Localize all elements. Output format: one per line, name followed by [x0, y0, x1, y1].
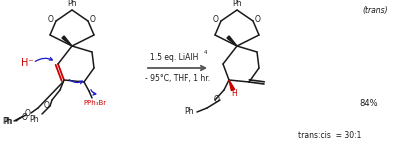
- Text: Ph: Ph: [232, 0, 242, 9]
- Text: O: O: [255, 15, 261, 24]
- Text: O: O: [90, 15, 96, 24]
- Text: Ph: Ph: [29, 115, 39, 124]
- Polygon shape: [229, 80, 235, 91]
- Text: O: O: [25, 109, 31, 118]
- Text: (trans): (trans): [362, 6, 388, 15]
- Polygon shape: [62, 36, 72, 46]
- Text: trans:cis  = 30:1: trans:cis = 30:1: [298, 131, 362, 140]
- Text: O: O: [22, 112, 28, 122]
- Text: - 95°C, THF, 1 hr.: - 95°C, THF, 1 hr.: [145, 73, 210, 82]
- Text: 1.5 eq. LiAlH: 1.5 eq. LiAlH: [150, 54, 199, 63]
- Text: O: O: [44, 101, 50, 110]
- Text: Ph: Ph: [2, 118, 12, 127]
- Text: O: O: [214, 95, 220, 104]
- Polygon shape: [227, 36, 237, 46]
- Text: H: H: [231, 89, 237, 98]
- Text: Ph: Ph: [67, 0, 77, 9]
- Text: 84%: 84%: [359, 98, 378, 107]
- Text: PPh₃Br: PPh₃Br: [84, 100, 106, 106]
- Text: 4: 4: [204, 51, 207, 55]
- Text: H⁻: H⁻: [21, 58, 33, 68]
- Text: Ph: Ph: [3, 118, 13, 127]
- Text: O: O: [213, 15, 219, 24]
- Text: Ph: Ph: [184, 107, 194, 116]
- Text: O: O: [48, 15, 54, 24]
